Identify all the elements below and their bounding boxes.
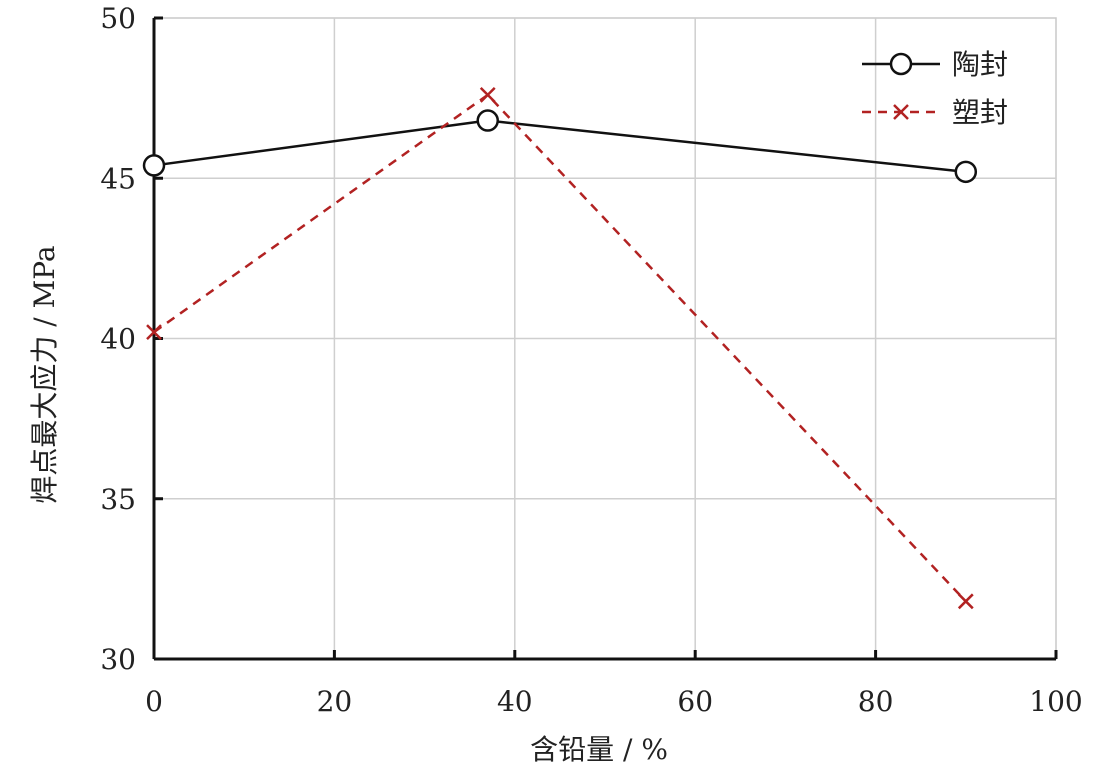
series-line [153, 119, 966, 174]
grid [153, 17, 1057, 660]
series-line [153, 93, 967, 603]
series-group [142, 87, 978, 610]
data-point [142, 154, 166, 177]
x-tick-label: 60 [677, 685, 713, 718]
legend-label: 塑封 [952, 96, 1008, 129]
y-tick-label: 30 [100, 643, 136, 676]
data-point [954, 160, 978, 184]
y-tick-label: 45 [100, 162, 136, 195]
legend-item-2: 塑封 [862, 96, 1008, 129]
axes: 0 20 40 60 80 100 30 35 40 45 50 [100, 2, 1082, 718]
legend-marker [893, 104, 909, 120]
y-tick-label: 35 [100, 483, 136, 516]
x-tick-label: 80 [858, 685, 894, 718]
data-point [957, 593, 974, 610]
y-tick-label: 40 [100, 323, 136, 356]
series-2 [146, 87, 974, 610]
series-1 [142, 109, 978, 184]
x-tick-label: 100 [1029, 685, 1082, 718]
x-tick-label: 0 [145, 685, 163, 718]
legend-marker [889, 52, 913, 76]
legend-item-1: 陶封 [862, 48, 1008, 81]
x-axis-title: 含铅量 / % [530, 733, 668, 766]
x-tick-label: 40 [497, 685, 533, 718]
y-axis-title: 焊点最大应力 / MPa [28, 245, 61, 503]
data-point [146, 324, 162, 340]
data-point [479, 87, 496, 103]
x-tick-label: 20 [317, 685, 353, 718]
legend-label: 陶封 [952, 48, 1008, 81]
data-point [476, 109, 499, 132]
y-tick-label: 50 [100, 2, 136, 35]
